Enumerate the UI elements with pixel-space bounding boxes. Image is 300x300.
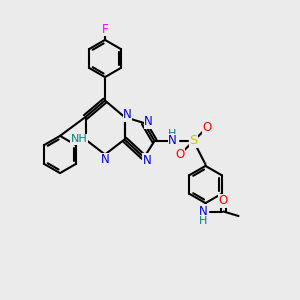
Text: N: N (144, 115, 153, 128)
Text: O: O (202, 121, 211, 134)
Text: H: H (168, 129, 177, 140)
Text: N: N (123, 108, 132, 121)
Text: S: S (189, 134, 198, 148)
Text: N: N (100, 153, 109, 167)
Text: N: N (199, 205, 208, 218)
Text: O: O (176, 148, 184, 161)
Text: O: O (219, 194, 228, 208)
Text: H: H (199, 215, 207, 226)
Text: N: N (168, 134, 177, 148)
Text: NH: NH (70, 134, 87, 145)
Text: F: F (102, 23, 108, 36)
Text: N: N (142, 154, 152, 167)
